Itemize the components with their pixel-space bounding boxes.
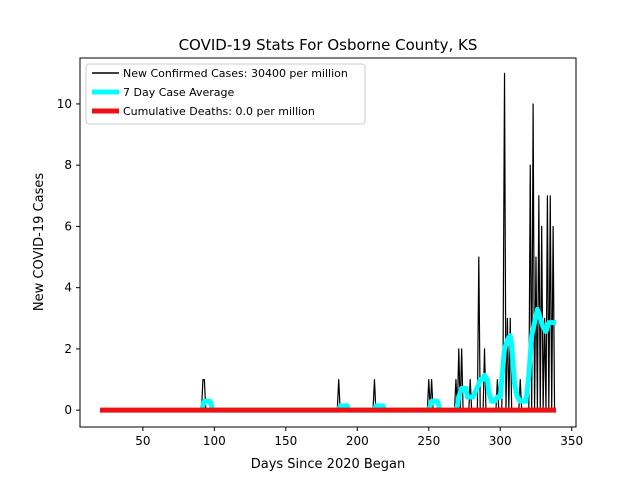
y-tick-label: 8	[64, 158, 72, 172]
x-tick-label: 250	[417, 434, 440, 448]
legend-label-cumulative-deaths: Cumulative Deaths: 0.0 per million	[123, 105, 315, 118]
y-tick-label: 0	[64, 403, 72, 417]
x-tick-label: 100	[203, 434, 226, 448]
y-axis-label: New COVID-19 Cases	[32, 173, 47, 311]
legend-label-new-cases: New Confirmed Cases: 30400 per million	[123, 67, 348, 80]
x-axis: 50 100 150 200 250 300 350	[135, 427, 583, 448]
series-line-7-day-average	[199, 306, 556, 413]
x-tick-label: 350	[560, 434, 583, 448]
y-axis: 0 2 4 6 8 10	[57, 97, 80, 417]
legend: New Confirmed Cases: 30400 per million 7…	[85, 63, 366, 125]
y-tick-label: 10	[57, 97, 72, 111]
chart-title: COVID-19 Stats For Osborne County, KS	[179, 36, 478, 54]
y-tick-label: 4	[64, 281, 72, 295]
plot-frame	[79, 57, 577, 428]
legend-box	[85, 63, 366, 125]
x-tick-label: 50	[135, 434, 150, 448]
x-tick-label: 300	[489, 434, 512, 448]
y-tick-label: 6	[64, 219, 72, 233]
x-axis-label: Days Since 2020 Began	[251, 457, 406, 472]
legend-label-7-day-average: 7 Day Case Average	[123, 86, 235, 99]
x-tick-label: 200	[346, 434, 369, 448]
plot-data	[100, 72, 556, 413]
x-tick-label: 150	[274, 434, 297, 448]
y-tick-label: 2	[64, 342, 72, 356]
